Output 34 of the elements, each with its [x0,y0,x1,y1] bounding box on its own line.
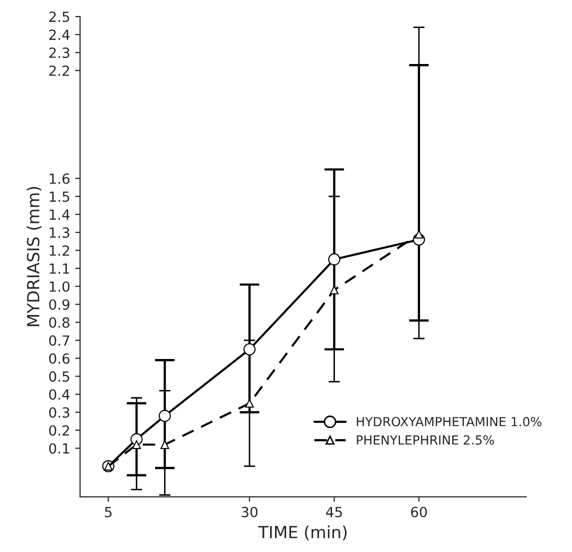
y-axis-title: MYDRIASIS (mm) [26,187,42,326]
x-tick-label: 45 [326,506,342,518]
y-tick-label: 1.5 [50,192,70,202]
x-axis-title: TIME (min) [258,526,347,540]
y-tick-label: 0.6 [49,353,70,364]
point [158,410,171,422]
legend-label: HYDROXYAMPHETAMINE 1.0% [356,416,542,426]
y-tick-label: 0.1 [49,443,70,454]
y-tick-label: 2.4 [49,30,70,40]
legend-label: PHENYLEPHRINE 2.5% [356,435,494,445]
y-tick-label: 1.2 [50,245,69,256]
y-tick-label: 1.1 [50,264,70,274]
y-tick-label: 0.8 [49,317,70,328]
point [328,253,340,266]
point [330,286,339,294]
x-tick-label: 5 [104,506,112,518]
y-tick-label: 0.4 [49,389,70,400]
y-tick-label: 2.2 [49,65,69,76]
y-tick-label: 2.5 [49,12,70,22]
y-tick-label: 1.0 [50,281,70,292]
y-tick-label: 0.9 [49,299,70,310]
y-tick-label: 1.4 [50,210,70,220]
x-tick-label: 30 [242,506,258,518]
point [160,440,170,449]
point [132,440,141,449]
y-tick-label: 1.6 [50,173,70,184]
y-tick-label: 1.3 [50,227,70,238]
y-tick-label: 0.2 [49,425,69,436]
y-tick-label: 0.5 [49,371,70,382]
x-tick-label: 60 [411,506,427,518]
y-tick-label: 2.3 [49,48,70,58]
y-tick-label: 0.3 [49,407,70,418]
point [243,343,256,356]
y-tick-label: 0.7 [49,335,70,346]
